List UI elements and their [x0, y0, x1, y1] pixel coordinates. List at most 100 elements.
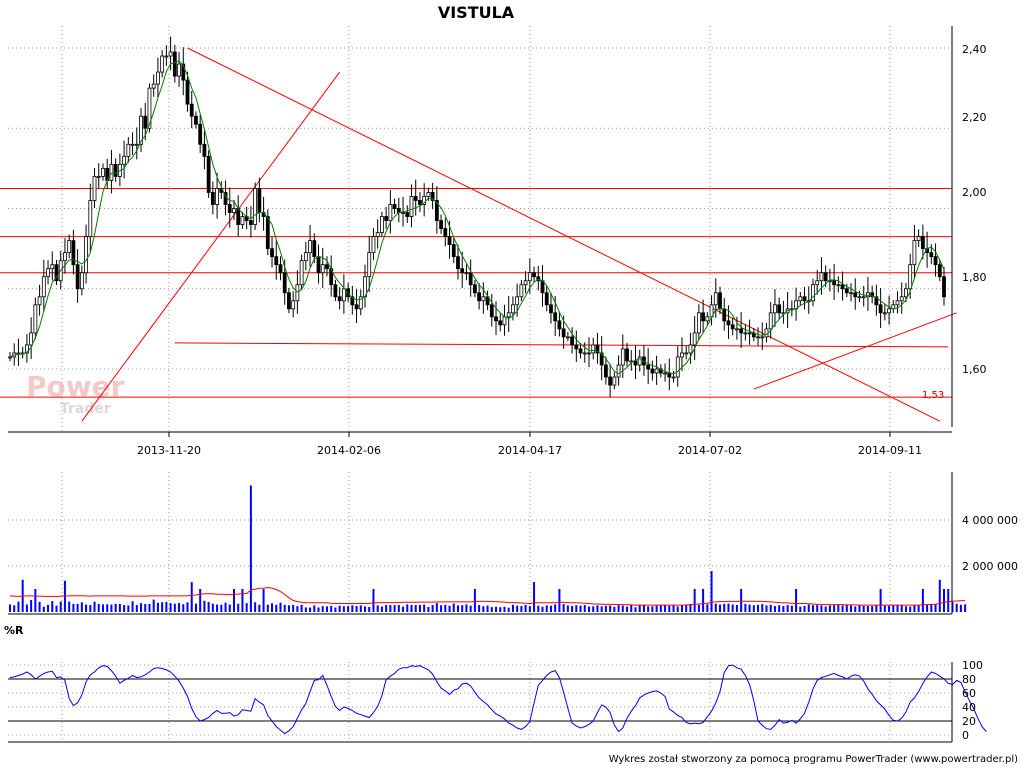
volume-bar [541, 606, 544, 612]
volume-bar [571, 605, 574, 612]
volume-bar [317, 607, 320, 612]
volume-bar [418, 604, 421, 612]
candle-body [595, 344, 600, 354]
volume-bar [664, 604, 667, 612]
volume-bar [613, 606, 616, 612]
volume-bar [397, 605, 400, 612]
candle-body [599, 352, 604, 366]
volume-bar [714, 603, 717, 612]
candle-body [202, 143, 207, 157]
volume-bar [300, 604, 303, 612]
date-tick-label: 2013-11-20 [137, 444, 201, 457]
candle-body [747, 332, 752, 335]
volume-bar [321, 606, 324, 612]
volume-bar [511, 604, 514, 612]
volume-bar [482, 606, 485, 612]
candle-body [544, 292, 549, 306]
volume-bar [473, 589, 476, 612]
watermark-trader: Trader [60, 401, 111, 417]
volume-bar [9, 604, 11, 612]
candle-body [189, 103, 194, 117]
volume-bar [773, 606, 776, 612]
candle-body [718, 292, 722, 310]
volume-bar [101, 604, 104, 612]
candle-body [646, 364, 651, 370]
volume-bar [131, 601, 134, 612]
candle-body [122, 155, 127, 165]
volume-bar [520, 606, 523, 612]
volume-bar [38, 601, 41, 612]
volume-bar [165, 601, 168, 612]
volume-bar [811, 605, 814, 612]
volume-bar [537, 605, 540, 612]
volume-bar [904, 606, 907, 612]
candle-body [54, 264, 59, 282]
candle-body [367, 252, 372, 278]
volume-tick-label: 2 000 000 [962, 560, 1018, 573]
wr-tick-label: 100 [962, 659, 983, 672]
volume-bar [110, 604, 113, 612]
candle-body [937, 264, 942, 278]
candle-body [861, 296, 866, 299]
volume-bar [364, 606, 367, 612]
candle-body [498, 320, 503, 326]
candle-body [658, 368, 663, 374]
volume-bar [938, 579, 941, 612]
volume-bar [59, 601, 62, 612]
volume-bar [406, 604, 409, 612]
volume-bar [719, 604, 722, 612]
volume-bar [786, 605, 789, 612]
volume-bar [486, 605, 489, 612]
volume-bar [220, 604, 223, 612]
volume-bar [634, 607, 637, 612]
wr-tick-label: 20 [962, 715, 976, 728]
volume-bar [828, 605, 831, 612]
candle-body [904, 288, 908, 298]
volume-bar [51, 601, 54, 612]
candle-body [253, 188, 258, 225]
candle-body [696, 312, 701, 334]
volume-bar [355, 605, 358, 612]
candle-body [570, 336, 574, 346]
volume-bar [964, 604, 967, 612]
candle-body [671, 376, 676, 379]
volume-bar [410, 605, 413, 612]
volume-bar [651, 606, 654, 612]
candle-body [84, 236, 88, 274]
volume-bar [266, 604, 269, 612]
candle-body [418, 200, 422, 205]
candle-body [447, 236, 452, 246]
volume-bar [173, 603, 176, 612]
volume-bar [554, 604, 557, 612]
volume-bar [258, 604, 261, 612]
candle-body [63, 252, 67, 262]
volume-bar [727, 603, 730, 612]
volume-bar [414, 605, 417, 612]
volume-bar [883, 605, 886, 612]
volume-bar [287, 605, 290, 612]
candle-body [663, 372, 667, 375]
volume-bar [900, 605, 903, 612]
candle-body [929, 252, 934, 258]
candle-body [206, 155, 211, 193]
volume-bar [583, 605, 586, 612]
candle-body [101, 167, 105, 177]
price-tick-label: 2,40 [962, 43, 987, 56]
volume-bar [680, 604, 683, 612]
volume-bar [334, 607, 337, 612]
volume-bar [528, 606, 531, 612]
volume-bar [304, 607, 307, 612]
price-grid [8, 26, 952, 437]
candle-body [675, 356, 680, 378]
candle-body [371, 236, 376, 254]
volume-bar [199, 589, 202, 612]
candle-body [265, 216, 270, 250]
candle-body [616, 364, 621, 378]
volume-bar [740, 589, 743, 612]
volume-bar [642, 604, 645, 612]
candle-body [604, 364, 608, 378]
candle-body [278, 264, 283, 274]
price-tick-label: 1,60 [962, 363, 987, 376]
volume-bar [368, 606, 371, 612]
volume-bar [533, 582, 536, 612]
